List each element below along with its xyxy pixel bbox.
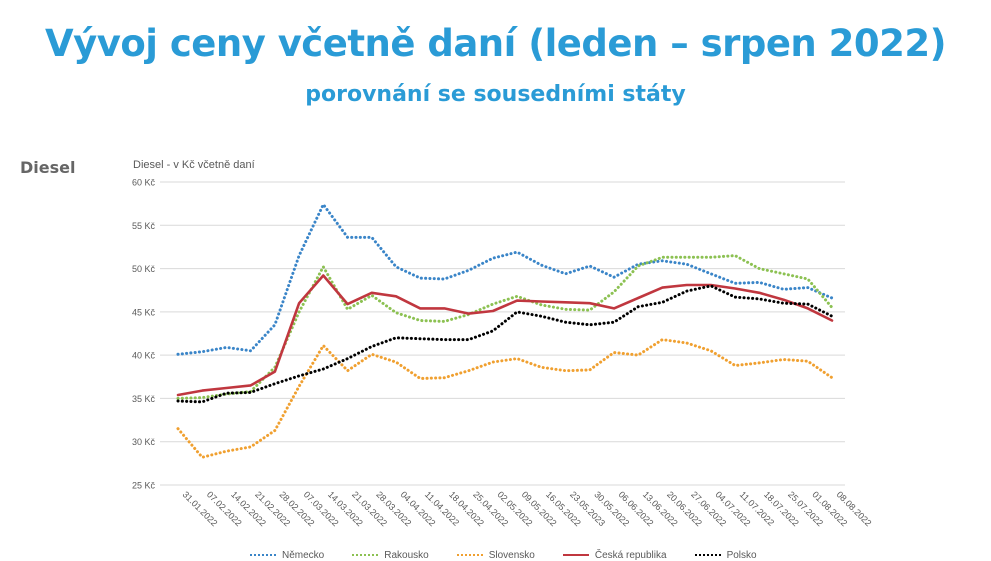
- legend-label: Slovensko: [488, 549, 535, 561]
- grid-lines: [160, 181, 845, 486]
- y-tick-label: 60 Kč: [132, 178, 156, 188]
- legend-item: Česká republika: [562, 549, 667, 561]
- legend-label: Rakousko: [384, 549, 429, 561]
- fuel-type-label: Diesel: [20, 158, 76, 177]
- chart-legend: Německo Rakousko Slovensko Česká republika P…: [250, 549, 810, 561]
- legend-label: Polsko: [726, 549, 757, 561]
- legend-swatch: [352, 554, 379, 556]
- y-axis: 25 Kč 30 Kč 35 Kč 40 Kč 45 Kč 50 Kč 55 Kč 60 Kč: [132, 178, 156, 491]
- series-line-rakousko: [176, 254, 834, 400]
- y-tick-label: 35 Kč: [132, 394, 156, 404]
- legend-item: Slovensko: [456, 549, 535, 561]
- legend-swatch: [694, 554, 721, 556]
- y-tick-label: 50 Kč: [132, 264, 156, 274]
- y-tick-label: 40 Kč: [132, 351, 156, 361]
- page-title: Vývoj ceny včetně daní (leden – srpen 20…: [44, 22, 947, 65]
- legend-swatch: [250, 554, 276, 556]
- legend-swatch: [562, 554, 589, 556]
- series-line-německo: [176, 203, 834, 356]
- y-tick-label: 45 Kč: [132, 307, 156, 317]
- legend-swatch: [456, 554, 483, 556]
- y-tick-label: 55 Kč: [132, 221, 156, 231]
- legend-item: Polsko: [694, 549, 757, 561]
- y-tick-label: 30 Kč: [132, 437, 156, 447]
- chart-title: Diesel - v Kč včetně daní: [133, 159, 255, 171]
- legend-item: Německo: [250, 549, 324, 561]
- legend-item: Rakousko: [352, 549, 429, 561]
- series-line-slovensko: [176, 338, 834, 459]
- y-tick-label: 25 Kč: [132, 481, 156, 491]
- series-line-polsko: [176, 284, 834, 404]
- legend-label: Česká republika: [594, 549, 667, 561]
- x-axis: 31.01.202207.02.202214.02.202221.02.2022…: [181, 489, 874, 528]
- legend-label: Německo: [282, 549, 325, 561]
- series-layer: [176, 203, 834, 459]
- page-subtitle: porovnání se sousedními státy: [305, 82, 686, 107]
- series-line-česká-republika: [176, 274, 834, 397]
